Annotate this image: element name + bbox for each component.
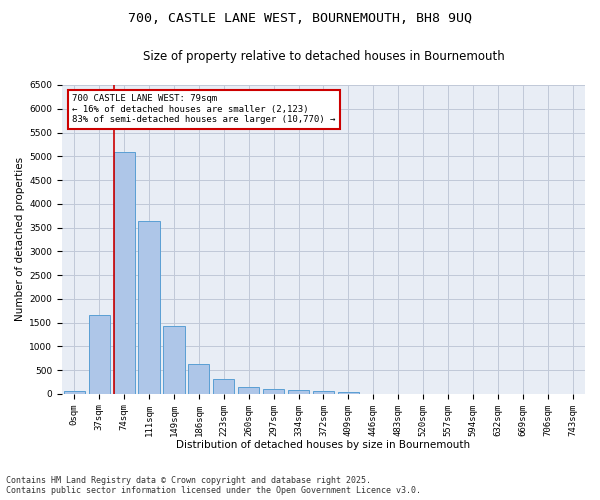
X-axis label: Distribution of detached houses by size in Bournemouth: Distribution of detached houses by size …	[176, 440, 470, 450]
Bar	[313, 391, 334, 394]
Bar	[89, 316, 110, 394]
Title: Size of property relative to detached houses in Bournemouth: Size of property relative to detached ho…	[143, 50, 505, 63]
Bar	[288, 390, 309, 394]
Text: 700 CASTLE LANE WEST: 79sqm
← 16% of detached houses are smaller (2,123)
83% of : 700 CASTLE LANE WEST: 79sqm ← 16% of det…	[73, 94, 336, 124]
Bar	[188, 364, 209, 394]
Bar	[213, 379, 235, 394]
Bar	[64, 391, 85, 394]
Bar	[263, 389, 284, 394]
Bar	[338, 392, 359, 394]
Bar	[163, 326, 185, 394]
Bar	[113, 152, 135, 394]
Y-axis label: Number of detached properties: Number of detached properties	[15, 158, 25, 322]
Bar	[238, 386, 259, 394]
Bar	[139, 222, 160, 394]
Text: Contains HM Land Registry data © Crown copyright and database right 2025.
Contai: Contains HM Land Registry data © Crown c…	[6, 476, 421, 495]
Text: 700, CASTLE LANE WEST, BOURNEMOUTH, BH8 9UQ: 700, CASTLE LANE WEST, BOURNEMOUTH, BH8 …	[128, 12, 472, 26]
